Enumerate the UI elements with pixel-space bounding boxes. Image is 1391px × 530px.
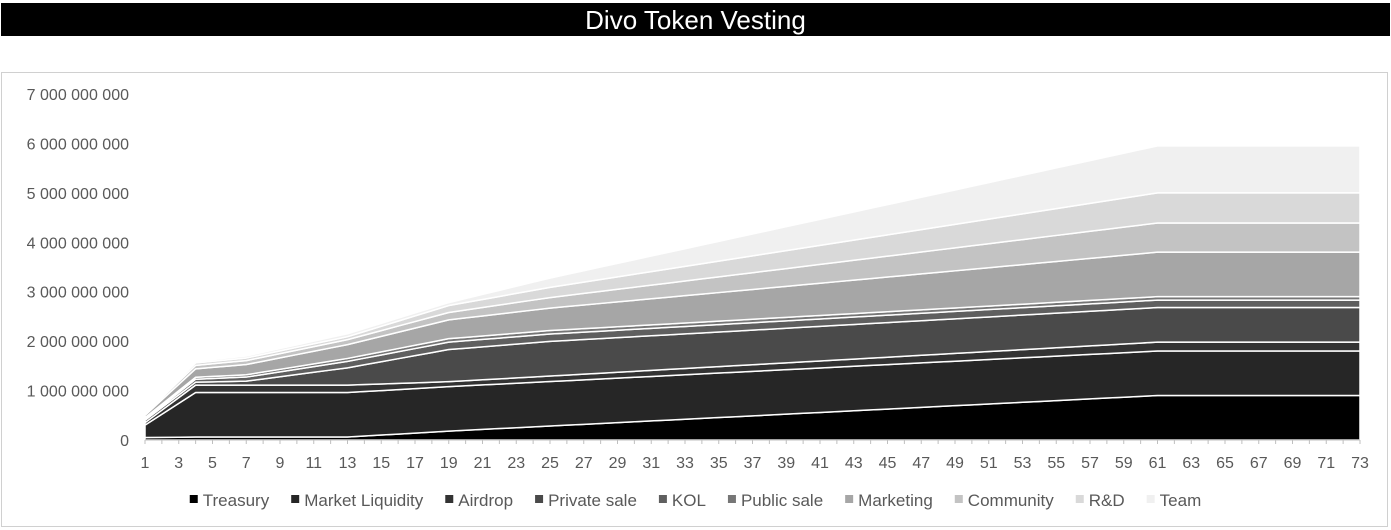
- x-tick-label: 21: [474, 455, 492, 472]
- legend-label: Team: [1160, 491, 1202, 510]
- legend-label: Private sale: [548, 491, 637, 510]
- x-tick-label: 27: [575, 455, 593, 472]
- x-tick-label: 3: [174, 455, 183, 472]
- area-series-team: [144, 145, 1361, 414]
- x-tick-label: 39: [777, 455, 795, 472]
- legend-label: Public sale: [741, 491, 823, 510]
- legend-swatch: [727, 495, 736, 503]
- legend-swatch: [1146, 495, 1155, 503]
- x-tick-label: 49: [946, 455, 964, 472]
- x-tick-label: 11: [305, 455, 322, 472]
- x-tick-label: 61: [1149, 455, 1167, 472]
- x-tick-label: 31: [642, 455, 660, 472]
- x-tick-label: 59: [1115, 455, 1133, 472]
- x-tick-label: 5: [208, 455, 217, 472]
- x-tick-label: 29: [609, 455, 627, 472]
- legend-swatch: [535, 495, 544, 503]
- x-tick-label: 25: [541, 455, 559, 472]
- legend-label: Community: [968, 491, 1054, 510]
- x-tick-label: 35: [710, 455, 728, 472]
- x-tick-label: 13: [339, 455, 357, 472]
- legend-swatch: [291, 495, 300, 503]
- y-tick-label: 0: [120, 433, 129, 450]
- x-tick-label: 19: [440, 455, 458, 472]
- x-tick-label: 41: [811, 455, 829, 472]
- legend-swatch: [445, 495, 454, 503]
- legend: Treasury Market Liquidity Airdrop Private s…: [189, 491, 1202, 510]
- legend-swatch: [845, 495, 854, 503]
- y-tick-label: 1 000 000 000: [27, 384, 129, 401]
- x-tick-label: 37: [744, 455, 762, 472]
- legend-label: Marketing: [858, 491, 933, 510]
- x-tick-label: 1: [141, 455, 150, 472]
- x-tick-label: 71: [1317, 455, 1335, 472]
- legend-swatch: [658, 495, 667, 503]
- x-tick-label: 23: [507, 455, 525, 472]
- legend-label: R&D: [1089, 491, 1125, 510]
- y-axis: 0 1 000 000 000 2 000 000 000 3 000 000 000…: [27, 87, 129, 450]
- area-series-group: [144, 145, 1361, 441]
- y-tick-label: 5 000 000 000: [27, 186, 129, 203]
- x-tick-label: 53: [1014, 455, 1032, 472]
- legend-swatch: [1075, 495, 1084, 503]
- x-tick-label: 9: [276, 455, 285, 472]
- x-tick-label: 45: [879, 455, 897, 472]
- legend-label: KOL: [672, 491, 706, 510]
- x-tick-label: 69: [1284, 455, 1302, 472]
- legend-label: Treasury: [203, 491, 270, 510]
- x-tick-label: 7: [242, 455, 251, 472]
- chart-title: Divo Token Vesting: [1, 3, 1390, 36]
- y-tick-label: 6 000 000 000: [27, 136, 129, 153]
- y-tick-label: 4 000 000 000: [27, 235, 129, 252]
- legend-swatch: [954, 495, 963, 503]
- x-tick-label: 63: [1182, 455, 1200, 472]
- y-tick-label: 3 000 000 000: [27, 285, 129, 302]
- x-tick-label: 47: [912, 455, 930, 472]
- x-tick-label: 55: [1047, 455, 1065, 472]
- y-tick-label: 2 000 000 000: [27, 334, 129, 351]
- x-tick-label: 15: [372, 455, 390, 472]
- x-tick-label: 67: [1250, 455, 1268, 472]
- legend-label: Airdrop: [458, 491, 513, 510]
- legend-label: Market Liquidity: [304, 491, 424, 510]
- x-tick-label: 73: [1351, 455, 1369, 472]
- y-tick-label: 7 000 000 000: [27, 87, 129, 104]
- x-tick-label: 43: [845, 455, 863, 472]
- legend-swatch: [189, 495, 198, 503]
- x-tick-label: 17: [406, 455, 424, 472]
- x-tick-label: 57: [1081, 455, 1099, 472]
- x-axis: 1 3 5 7 9 11 13 15 17 19 21 23 25 27 29 31 33 35 37 39 41 43 4…: [141, 439, 1369, 472]
- x-tick-label: 51: [980, 455, 998, 472]
- x-tick-label: 33: [676, 455, 694, 472]
- x-tick-label: 65: [1216, 455, 1234, 472]
